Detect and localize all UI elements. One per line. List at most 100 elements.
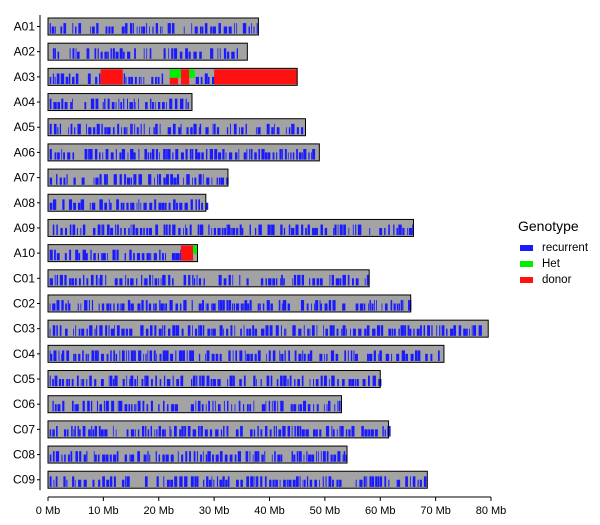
recurrent-marker <box>218 274 222 286</box>
recurrent-marker <box>201 152 204 160</box>
recurrent-marker <box>160 26 161 34</box>
recurrent-marker <box>441 325 445 336</box>
recurrent-marker <box>49 328 51 336</box>
recurrent-marker <box>87 400 90 412</box>
recurrent-marker <box>261 149 265 160</box>
recurrent-marker <box>292 152 295 160</box>
recurrent-marker <box>249 451 251 462</box>
recurrent-marker <box>278 300 281 311</box>
recurrent-marker <box>152 102 154 110</box>
recurrent-marker <box>111 26 114 34</box>
donor-region <box>214 69 298 85</box>
chromosome-a02 <box>47 42 248 61</box>
recurrent-marker <box>140 26 142 34</box>
recurrent-marker <box>134 123 136 135</box>
recurrent-markers <box>49 98 193 110</box>
recurrent-marker <box>398 328 400 336</box>
recurrent-marker <box>265 278 267 286</box>
recurrent-marker <box>163 476 165 487</box>
recurrent-marker <box>420 325 422 336</box>
recurrent-marker <box>147 429 150 437</box>
recurrent-marker <box>116 224 118 236</box>
recurrent-marker <box>110 48 112 59</box>
recurrent-marker <box>325 328 328 336</box>
recurrent-marker <box>178 127 181 135</box>
recurrent-marker <box>174 48 178 59</box>
recurrent-marker <box>225 152 227 160</box>
recurrent-marker <box>332 429 335 437</box>
recurrent-marker <box>185 227 188 236</box>
recurrent-marker <box>110 202 112 210</box>
recurrent-marker <box>129 379 131 387</box>
recurrent-marker <box>199 325 203 336</box>
recurrent-marker <box>63 23 67 34</box>
chromosome-outline <box>47 445 348 464</box>
recurrent-marker <box>49 375 51 387</box>
chromosome-outline <box>47 118 306 137</box>
recurrent-marker <box>228 274 231 286</box>
recurrent-marker <box>49 454 52 462</box>
recurrent-marker <box>142 26 146 34</box>
recurrent-marker <box>127 278 129 286</box>
recurrent-marker <box>106 303 110 311</box>
recurrent-marker <box>105 325 108 336</box>
recurrent-marker <box>292 278 294 286</box>
recurrent-marker <box>59 177 62 185</box>
recurrent-marker <box>56 73 60 84</box>
recurrent-marker <box>191 300 193 311</box>
recurrent-marker <box>171 404 175 412</box>
recurrent-marker <box>337 224 339 236</box>
recurrent-marker <box>242 404 245 412</box>
recurrent-marker <box>336 429 338 437</box>
recurrent-marker <box>273 400 276 412</box>
recurrent-marker <box>303 454 305 462</box>
recurrent-marker <box>168 202 171 210</box>
recurrent-marker <box>130 350 134 361</box>
recurrent-marker <box>119 152 122 160</box>
recurrent-marker <box>292 479 296 487</box>
recurrent-marker <box>49 177 53 185</box>
recurrent-marker <box>202 300 204 311</box>
recurrent-marker <box>228 26 232 34</box>
recurrent-marker <box>179 476 183 487</box>
recurrent-marker <box>158 174 162 185</box>
recurrent-marker <box>202 451 204 462</box>
recurrent-marker <box>353 350 355 361</box>
recurrent-marker <box>235 429 239 437</box>
recurrent-marker <box>130 278 134 286</box>
recurrent-marker <box>450 328 454 336</box>
recurrent-marker <box>217 227 221 236</box>
recurrent-marker <box>54 76 56 84</box>
recurrent-marker <box>258 224 262 236</box>
donor-region <box>180 245 194 261</box>
recurrent-marker <box>211 177 213 185</box>
recurrent-marker <box>107 253 109 261</box>
recurrent-marker <box>101 253 103 261</box>
recurrent-marker <box>319 353 323 361</box>
recurrent-marker <box>126 375 128 387</box>
recurrent-marker <box>328 400 331 412</box>
recurrent-marker <box>53 350 57 361</box>
recurrent-marker <box>201 202 204 210</box>
recurrent-marker <box>198 325 199 336</box>
recurrent-marker <box>359 479 363 487</box>
recurrent-marker <box>234 454 237 462</box>
recurrent-marker <box>98 350 99 361</box>
recurrent-marker <box>56 425 58 437</box>
recurrent-marker <box>312 278 316 286</box>
recurrent-marker <box>370 429 374 437</box>
recurrent-marker <box>55 451 60 462</box>
recurrent-marker <box>101 123 103 135</box>
recurrent-marker <box>313 404 315 412</box>
recurrent-marker <box>309 379 311 387</box>
recurrent-marker <box>121 303 125 311</box>
recurrent-marker <box>130 375 134 387</box>
recurrent-marker <box>243 375 246 387</box>
recurrent-marker <box>211 353 215 361</box>
recurrent-marker <box>351 379 355 387</box>
recurrent-marker <box>300 300 305 311</box>
recurrent-marker <box>296 127 299 135</box>
recurrent-marker <box>134 429 136 437</box>
recurrent-marker <box>324 303 328 311</box>
recurrent-marker <box>94 454 97 462</box>
